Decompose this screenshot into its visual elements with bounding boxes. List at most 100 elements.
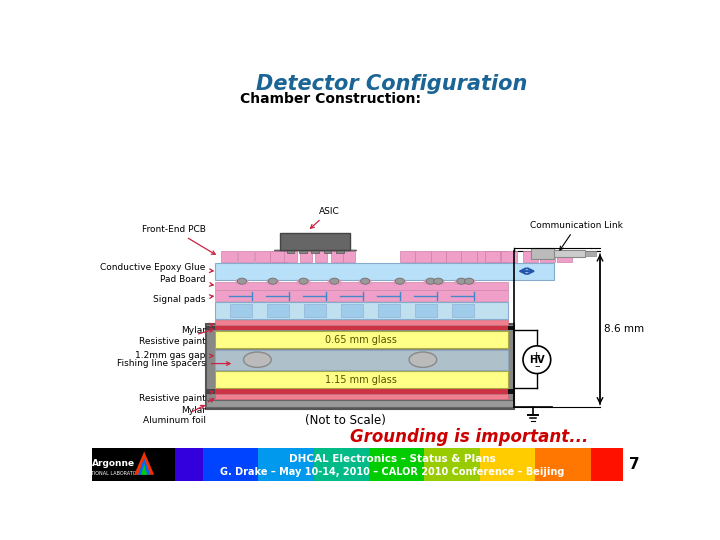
Bar xyxy=(623,448,647,481)
Bar xyxy=(535,448,592,481)
Bar xyxy=(540,251,555,262)
Bar xyxy=(463,280,475,284)
Bar xyxy=(400,251,415,262)
Bar xyxy=(266,280,279,284)
Bar xyxy=(267,303,289,316)
Bar xyxy=(215,394,508,399)
Bar xyxy=(378,303,400,316)
Text: –: – xyxy=(534,361,540,371)
Text: Communication Link: Communication Link xyxy=(531,220,624,250)
Bar xyxy=(206,325,514,409)
Bar xyxy=(462,251,477,262)
Ellipse shape xyxy=(409,352,437,367)
Bar xyxy=(485,251,500,262)
Circle shape xyxy=(523,346,551,374)
Text: NATIONAL LABORATORY: NATIONAL LABORATORY xyxy=(84,471,143,476)
Bar xyxy=(425,280,437,284)
Text: Argonne: Argonne xyxy=(91,460,135,468)
Polygon shape xyxy=(138,458,150,475)
Text: DHCAL Electronics – Status & Plans: DHCAL Electronics – Status & Plans xyxy=(289,454,495,464)
Text: Front-End PCB: Front-End PCB xyxy=(142,225,215,254)
Bar xyxy=(455,280,467,284)
Bar xyxy=(501,251,517,262)
Bar xyxy=(258,448,315,481)
Text: (Not to Scale): (Not to Scale) xyxy=(305,414,387,427)
Bar xyxy=(425,448,481,481)
Bar xyxy=(206,326,514,330)
Bar xyxy=(255,251,271,262)
Text: HV: HV xyxy=(529,355,544,366)
Bar xyxy=(215,326,508,330)
Bar xyxy=(359,280,372,284)
Bar xyxy=(315,251,328,262)
Bar xyxy=(287,248,294,253)
Bar xyxy=(281,233,350,249)
Bar xyxy=(272,251,287,262)
Text: Chamber Construction:: Chamber Construction: xyxy=(240,92,421,106)
Bar xyxy=(206,389,215,394)
Ellipse shape xyxy=(243,352,271,367)
Text: Pad Board: Pad Board xyxy=(160,275,213,286)
Bar xyxy=(557,251,572,262)
Bar xyxy=(215,282,508,289)
Ellipse shape xyxy=(268,278,277,284)
Bar xyxy=(492,251,508,262)
Text: Mylar: Mylar xyxy=(181,323,213,335)
Bar xyxy=(238,251,253,262)
Text: G. Drake – May 10-14, 2010 – CALOR 2010 Conference – Beijing: G. Drake – May 10-14, 2010 – CALOR 2010 … xyxy=(220,467,564,476)
Bar xyxy=(215,331,508,348)
Bar xyxy=(230,303,252,316)
Ellipse shape xyxy=(395,278,405,284)
Bar xyxy=(215,291,508,301)
Bar xyxy=(215,389,508,394)
Ellipse shape xyxy=(238,278,246,284)
Ellipse shape xyxy=(464,278,474,284)
Bar xyxy=(446,251,462,262)
Text: 7: 7 xyxy=(629,457,640,472)
Text: ASIC: ASIC xyxy=(310,207,340,228)
Text: Resistive paint: Resistive paint xyxy=(139,329,213,347)
Ellipse shape xyxy=(361,278,370,284)
Bar xyxy=(297,280,310,284)
Bar xyxy=(270,251,285,262)
Bar xyxy=(585,251,596,256)
Bar xyxy=(341,303,363,316)
Text: Mylar: Mylar xyxy=(181,399,214,415)
Bar xyxy=(523,251,539,262)
Bar xyxy=(336,248,343,253)
Bar xyxy=(328,280,341,284)
Bar xyxy=(206,389,514,394)
Bar xyxy=(330,251,343,262)
Bar xyxy=(92,448,148,481)
Text: Aluminum foil: Aluminum foil xyxy=(143,406,206,425)
Bar xyxy=(300,251,312,262)
Bar xyxy=(299,248,307,253)
Bar xyxy=(590,448,647,481)
Bar xyxy=(480,448,536,481)
Ellipse shape xyxy=(456,278,466,284)
Text: Signal pads: Signal pads xyxy=(153,295,213,304)
Bar xyxy=(431,251,446,262)
Bar xyxy=(323,248,331,253)
Text: 1.2mm gas gap: 1.2mm gas gap xyxy=(135,352,213,360)
Text: 8.6 mm: 8.6 mm xyxy=(604,325,644,334)
Bar xyxy=(531,248,554,259)
Bar xyxy=(432,280,444,284)
Text: +: + xyxy=(532,351,541,361)
Text: Resistive paint: Resistive paint xyxy=(139,391,213,403)
Text: Grounding is important...: Grounding is important... xyxy=(350,428,588,447)
Bar xyxy=(235,280,248,284)
Bar xyxy=(215,350,508,370)
Text: 1.15 mm glass: 1.15 mm glass xyxy=(325,375,397,384)
Ellipse shape xyxy=(433,278,443,284)
Ellipse shape xyxy=(299,278,308,284)
Bar xyxy=(221,251,237,262)
Bar xyxy=(554,249,585,257)
Bar xyxy=(92,448,175,481)
Text: Fishing line spacers: Fishing line spacers xyxy=(117,359,230,368)
Text: Detector Configuration: Detector Configuration xyxy=(256,74,528,94)
Bar xyxy=(305,303,326,316)
Bar xyxy=(394,280,406,284)
Bar xyxy=(343,251,355,262)
Bar xyxy=(215,302,508,319)
